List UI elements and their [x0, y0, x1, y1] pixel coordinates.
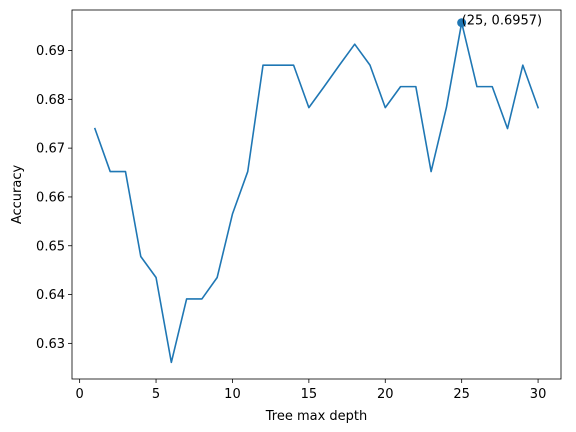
x-tick-label: 10	[224, 387, 241, 402]
plot-frame	[71, 9, 562, 380]
x-tick-label: 20	[377, 387, 394, 402]
y-tick-label: 0.68	[36, 93, 65, 108]
x-axis-label: Tree max depth	[265, 409, 368, 424]
x-tick-label: 0	[76, 387, 84, 402]
y-axis-label: Accuracy	[10, 165, 25, 225]
y-tick-label: 0.64	[36, 288, 65, 303]
x-tick-label: 15	[301, 387, 318, 402]
max-point-annotation: (25, 0.6957)	[462, 14, 542, 29]
x-tick-label: 25	[453, 387, 470, 402]
x-tick-label: 5	[152, 387, 160, 402]
y-tick-label: 0.63	[36, 337, 65, 352]
series-line-layer	[93, 21, 540, 364]
y-axis-ticks: 0.63 0.64 0.65 0.66 0.67 0.68 0.69	[36, 44, 72, 352]
plot-area	[71, 9, 562, 380]
y-tick-label: 0.67	[36, 142, 65, 157]
y-tick-label: 0.65	[36, 239, 65, 254]
series-line	[93, 21, 540, 364]
y-tick-label: 0.69	[36, 44, 65, 59]
x-axis-ticks: 0 5 10 15 20 25 30	[76, 379, 547, 402]
x-tick-label: 30	[530, 387, 547, 402]
max-point-marker	[457, 18, 467, 28]
highlight-layer: (25, 0.6957)	[457, 14, 542, 29]
y-tick-label: 0.66	[36, 190, 65, 205]
